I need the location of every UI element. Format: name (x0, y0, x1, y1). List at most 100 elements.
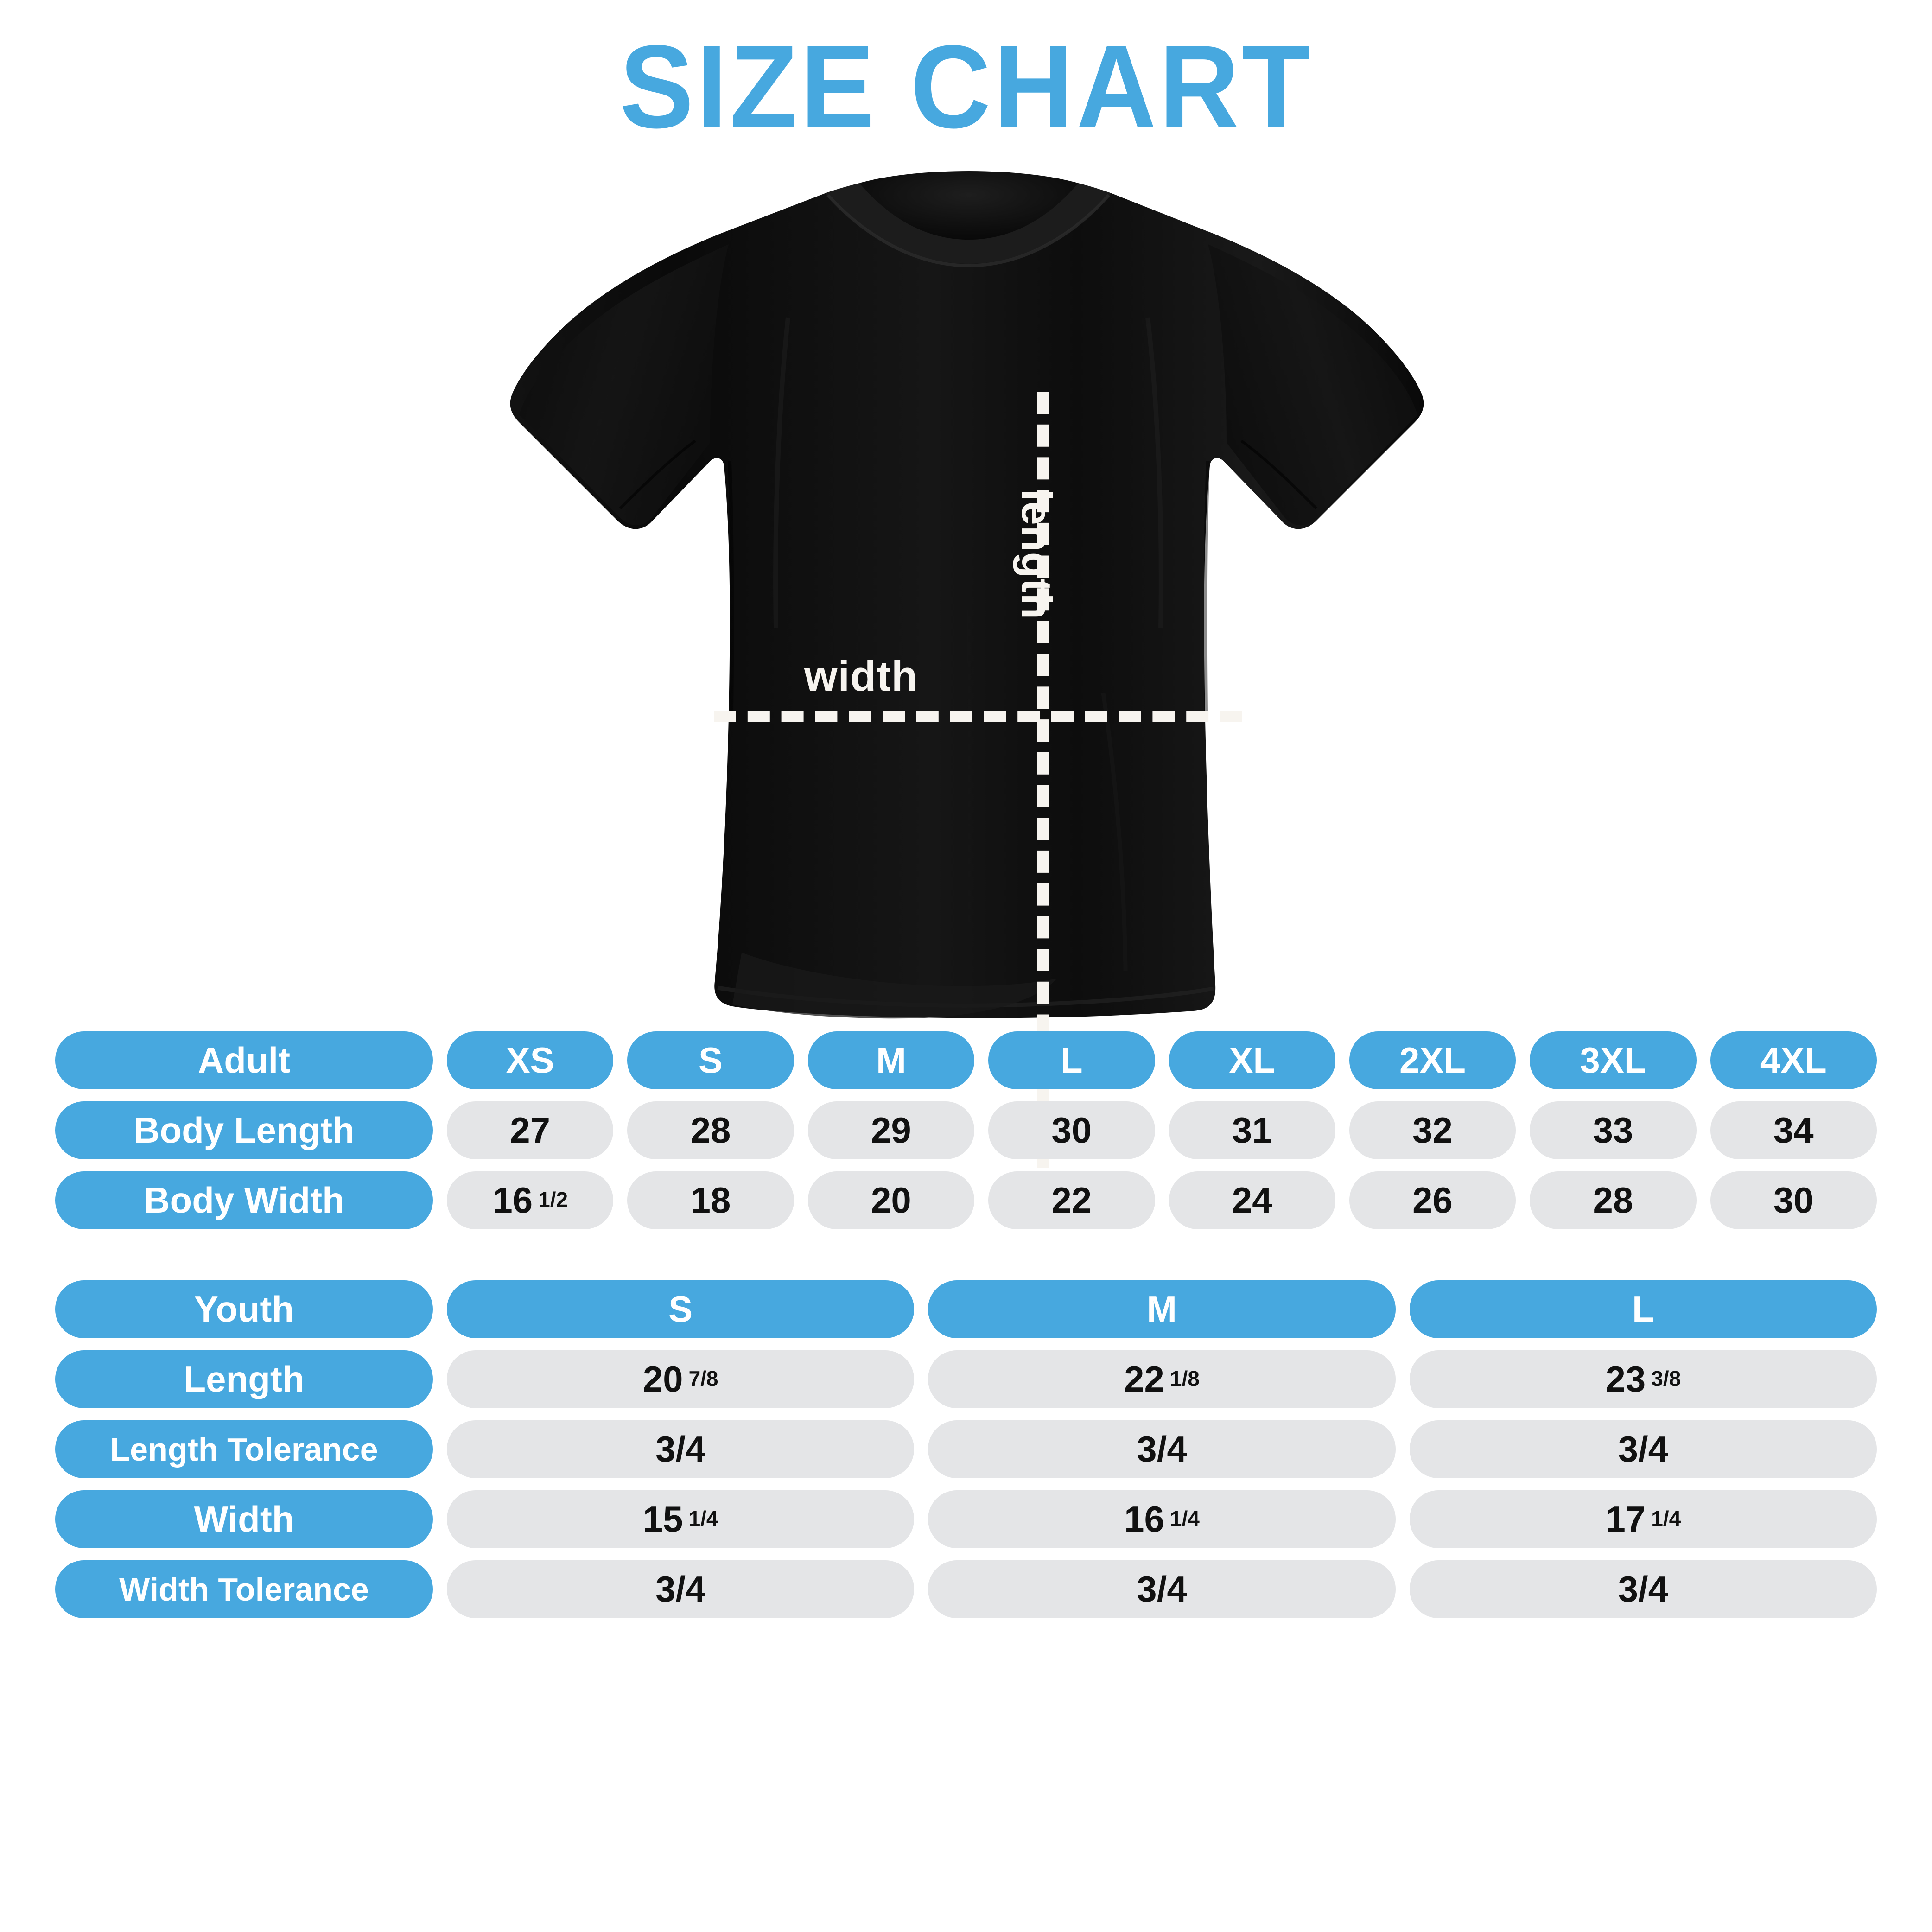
adult-size-header-4xl: 4XL (1710, 1031, 1877, 1089)
youth-section-label: Youth (55, 1280, 433, 1338)
value-fraction: 1/2 (538, 1188, 568, 1212)
page-title: SIZE CHART (619, 21, 1313, 153)
table-cell: 20 7/8 (447, 1350, 915, 1408)
youth-width-tolerance-row: Width Tolerance 3/4 3/4 3/4 (55, 1560, 1877, 1618)
value-whole: 22 (1051, 1180, 1092, 1220)
table-cell: 26 (1349, 1171, 1516, 1229)
tshirt-graphic (510, 171, 1424, 1019)
adult-body-length-label: Body Length (55, 1101, 433, 1159)
youth-width-row: Width 15 1/4 16 1/4 17 1/4 (55, 1490, 1877, 1548)
table-cell: 22 1/8 (928, 1350, 1396, 1408)
value-whole: 16 (1124, 1499, 1164, 1539)
value-whole: 3/4 (1618, 1569, 1669, 1609)
adult-body-width-row: Body Width 16 1/2 18 20 22 24 26 28 30 (55, 1171, 1877, 1229)
table-cell: 27 (447, 1101, 614, 1159)
value-whole: 24 (1232, 1180, 1272, 1220)
table-cell: 3/4 (928, 1560, 1396, 1618)
table-cell: 16 1/2 (447, 1171, 614, 1229)
table-cell: 32 (1349, 1101, 1516, 1159)
value-whole: 30 (1773, 1180, 1814, 1220)
table-cell: 29 (807, 1101, 975, 1159)
value-whole: 26 (1412, 1180, 1453, 1220)
table-cell: 17 1/4 (1409, 1490, 1877, 1548)
youth-length-tolerance-label: Length Tolerance (55, 1420, 433, 1478)
value-whole: 27 (510, 1110, 551, 1150)
table-cell: 31 (1169, 1101, 1335, 1159)
value-fraction: 7/8 (688, 1366, 718, 1391)
garment-illustration: width length (0, 165, 1932, 1201)
value-fraction: 3/8 (1651, 1366, 1681, 1391)
value-whole: 3/4 (655, 1569, 706, 1609)
value-fraction: 1/8 (1169, 1366, 1200, 1391)
table-cell: 30 (1710, 1171, 1877, 1229)
value-whole: 16 (492, 1180, 533, 1220)
width-label: width (804, 653, 918, 700)
adult-header-row: Adult XS S M L XL 2XL 3XL 4XL (55, 1031, 1877, 1089)
table-cell: 16 1/4 (928, 1490, 1396, 1548)
adult-section-label: Adult (55, 1031, 433, 1089)
table-cell: 3/4 (447, 1560, 915, 1618)
value-whole: 33 (1593, 1110, 1633, 1150)
adult-size-header-2xl: 2XL (1349, 1031, 1516, 1089)
table-cell: 3/4 (928, 1420, 1396, 1478)
youth-size-header-l: L (1409, 1280, 1877, 1338)
adult-size-header-l: L (988, 1031, 1155, 1089)
value-fraction: 1/4 (1169, 1506, 1200, 1531)
table-cell: 20 (807, 1171, 975, 1229)
value-whole: 3/4 (1137, 1569, 1187, 1609)
value-fraction: 1/4 (688, 1506, 718, 1531)
youth-size-header-s: S (447, 1280, 915, 1338)
youth-length-label: Length (55, 1350, 433, 1408)
value-whole: 3/4 (1137, 1429, 1187, 1469)
value-whole: 3/4 (1618, 1429, 1669, 1469)
adult-body-length-row: Body Length 27 28 29 30 31 32 33 34 (55, 1101, 1877, 1159)
adult-size-header-xs: XS (447, 1031, 614, 1089)
adult-body-width-label: Body Width (55, 1171, 433, 1229)
table-cell: 22 (988, 1171, 1155, 1229)
table-cell: 34 (1710, 1101, 1877, 1159)
youth-width-tolerance-label: Width Tolerance (55, 1560, 433, 1618)
youth-length-row: Length 20 7/8 22 1/8 23 3/8 (55, 1350, 1877, 1408)
value-whole: 22 (1124, 1359, 1164, 1399)
youth-width-label: Width (55, 1490, 433, 1548)
youth-size-header-m: M (928, 1280, 1396, 1338)
adult-size-table: Adult XS S M L XL 2XL 3XL 4XL Body Lengt… (55, 1031, 1877, 1229)
table-cell: 3/4 (1409, 1560, 1877, 1618)
value-whole: 18 (690, 1180, 731, 1220)
table-cell: 23 3/8 (1409, 1350, 1877, 1408)
table-cell: 30 (988, 1101, 1155, 1159)
youth-length-tolerance-row: Length Tolerance 3/4 3/4 3/4 (55, 1420, 1877, 1478)
value-whole: 30 (1051, 1110, 1092, 1150)
table-cell: 24 (1169, 1171, 1335, 1229)
value-whole: 28 (690, 1110, 731, 1150)
table-cell: 28 (627, 1101, 794, 1159)
youth-size-table: Youth S M L Length 20 7/8 22 1/8 23 3/8 Len… (55, 1280, 1877, 1618)
table-cell: 3/4 (447, 1420, 915, 1478)
adult-size-header-3xl: 3XL (1530, 1031, 1697, 1089)
adult-size-header-m: M (807, 1031, 975, 1089)
length-label: length (1013, 489, 1060, 620)
adult-size-header-s: S (627, 1031, 794, 1089)
value-whole: 28 (1593, 1180, 1633, 1220)
value-fraction: 1/4 (1651, 1506, 1681, 1531)
table-cell: 3/4 (1409, 1420, 1877, 1478)
table-cell: 33 (1530, 1101, 1697, 1159)
value-whole: 29 (871, 1110, 911, 1150)
adult-size-header-xl: XL (1169, 1031, 1335, 1089)
value-whole: 23 (1605, 1359, 1646, 1399)
page-header: SIZE CHART (0, 0, 1932, 146)
table-cell: 15 1/4 (447, 1490, 915, 1548)
value-whole: 34 (1773, 1110, 1814, 1150)
size-tables: Adult XS S M L XL 2XL 3XL 4XL Body Lengt… (0, 1031, 1932, 1618)
value-whole: 15 (642, 1499, 683, 1539)
value-whole: 31 (1232, 1110, 1272, 1150)
value-whole: 17 (1605, 1499, 1646, 1539)
value-whole: 3/4 (655, 1429, 706, 1469)
table-cell: 28 (1530, 1171, 1697, 1229)
value-whole: 32 (1412, 1110, 1453, 1150)
value-whole: 20 (871, 1180, 911, 1220)
value-whole: 20 (642, 1359, 683, 1399)
width-measure-line (714, 711, 1242, 722)
table-cell: 18 (627, 1171, 794, 1229)
youth-header-row: Youth S M L (55, 1280, 1877, 1338)
